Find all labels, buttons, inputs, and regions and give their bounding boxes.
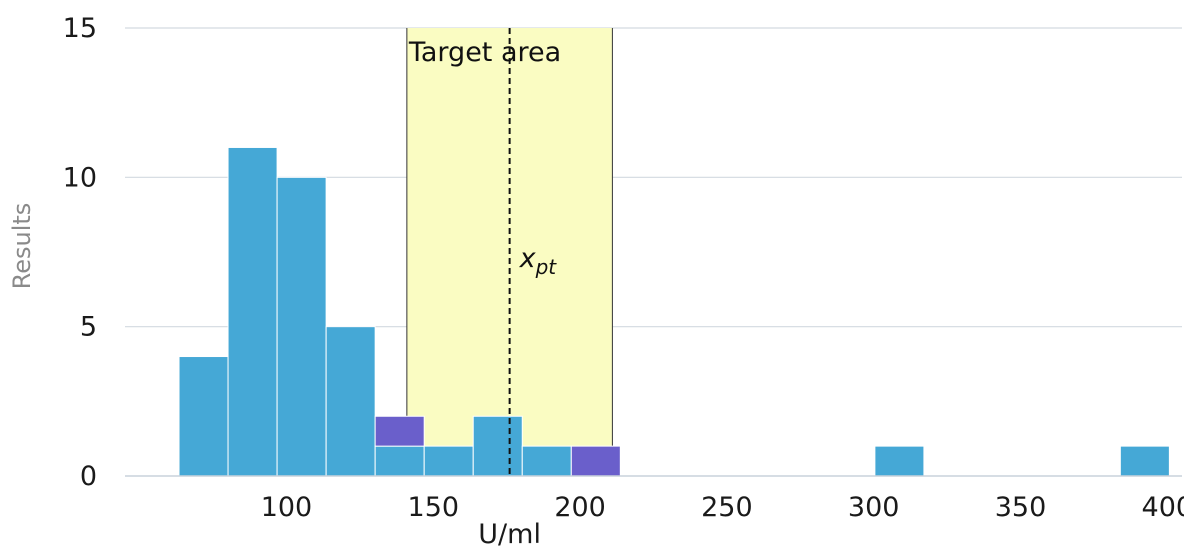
x-tick-labels: 100 150 200 250 300 350 400 [261,492,1184,523]
reference-label-main: x [519,243,537,274]
x-tick-label-150: 150 [408,492,460,523]
x-tick-label-250: 250 [701,492,753,523]
bar-series0-bin3 [325,326,376,477]
y-tick-label-15: 15 [63,13,97,44]
y-tick-label-5: 5 [80,312,97,343]
bar-series0-bin0 [178,356,229,477]
bar-series0-bin1 [227,146,278,477]
x-axis-title: U/ml [478,519,541,550]
y-tick-label-10: 10 [63,162,97,193]
bar-series0-bin4 [374,445,425,477]
reference-label-subscript: pt [535,255,558,279]
y-axis-title: Results [8,203,36,290]
bar-series0-bin9 [874,445,925,477]
y-tick-label-0: 0 [80,461,97,492]
x-tick-label-350: 350 [995,492,1047,523]
bar-series1-bin8 [570,445,621,477]
bar-series1-bin4 [374,415,425,447]
histogram-bars [178,146,1170,477]
bar-series0-bin5 [423,445,474,477]
x-tick-label-100: 100 [261,492,313,523]
bar-series0-bin10 [1119,445,1170,477]
x-tick-label-200: 200 [554,492,606,523]
x-tick-label-300: 300 [848,492,900,523]
target-area-label: Target area [408,37,561,68]
reference-line-label: xpt [519,243,558,279]
bar-series0-bin7 [521,445,572,477]
x-tick-label-400: 400 [1142,492,1184,523]
bar-series0-bin6 [472,415,523,477]
bar-series0-bin2 [276,176,327,477]
y-tick-labels: 0 5 10 15 [63,13,97,492]
